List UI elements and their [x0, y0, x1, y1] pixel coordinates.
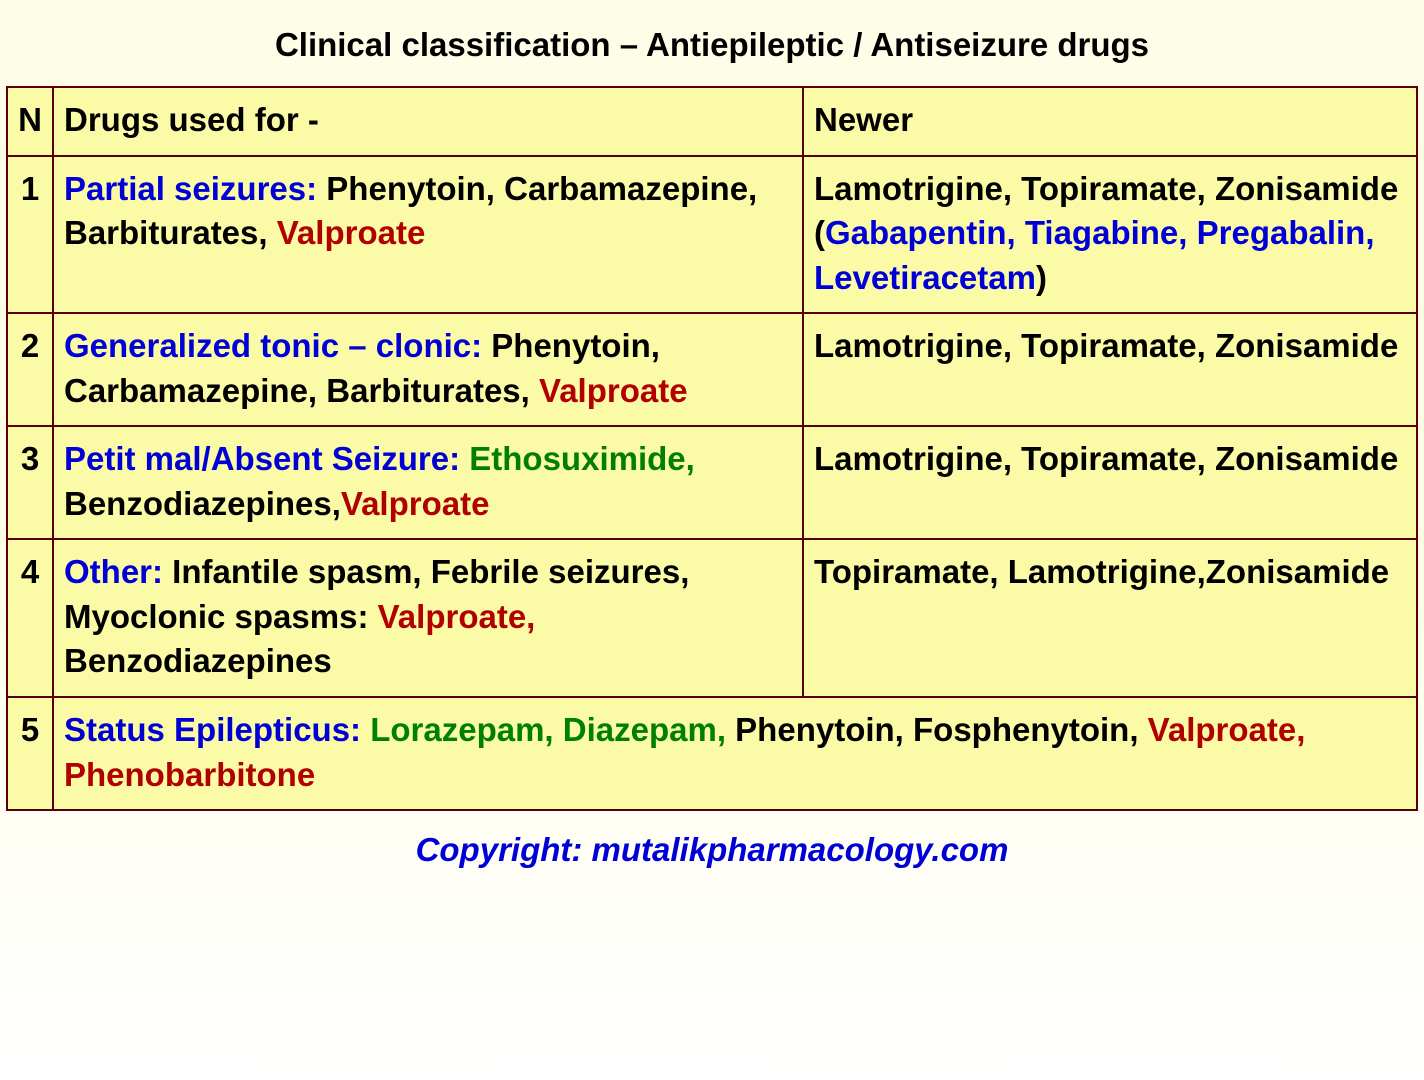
drugs-cell: Generalized tonic – clonic: Phenytoin, C… [53, 313, 803, 426]
table-row: 4Other: Infantile spasm, Febrile seizure… [7, 539, 1417, 697]
text-segment: Petit mal/Absent Seizure: [64, 440, 469, 477]
row-number: 1 [7, 156, 53, 314]
text-segment: Benzodiazepines [64, 642, 332, 679]
classification-page: Clinical classification – Antiepileptic … [0, 0, 1424, 869]
table-row: 1Partial seizures: Phenytoin, Carbamazep… [7, 156, 1417, 314]
drugs-cell: Status Epilepticus: Lorazepam, Diazepam,… [53, 697, 1417, 810]
row-number: 5 [7, 697, 53, 810]
drugs-cell: Partial seizures: Phenytoin, Carbamazepi… [53, 156, 803, 314]
table-row: 5Status Epilepticus: Lorazepam, Diazepam… [7, 697, 1417, 810]
copyright-footer: Copyright: mutalikpharmacology.com [6, 811, 1418, 869]
row-number: 4 [7, 539, 53, 697]
text-segment: Topiramate, Lamotrigine,Zonisamide [814, 553, 1389, 590]
text-segment: Valproate [539, 372, 688, 409]
row-number: 3 [7, 426, 53, 539]
text-segment: Lorazepam, Diazepam, [370, 711, 735, 748]
text-segment: Lamotrigine, Topiramate, Zonisamide [814, 327, 1398, 364]
header-row: N Drugs used for - Newer [7, 87, 1417, 156]
text-segment: Phenytoin, Fosphenytoin, [735, 711, 1148, 748]
newer-cell: Topiramate, Lamotrigine,Zonisamide [803, 539, 1417, 697]
text-segment: Benzodiazepines, [64, 485, 341, 522]
table-row: 3Petit mal/Absent Seizure: Ethosuximide,… [7, 426, 1417, 539]
table-row: 2Generalized tonic – clonic: Phenytoin, … [7, 313, 1417, 426]
drugs-cell: Other: Infantile spasm, Febrile seizures… [53, 539, 803, 697]
classification-table: N Drugs used for - Newer 1Partial seizur… [6, 86, 1418, 811]
text-segment: Gabapentin, Tiagabine, Pregabalin, Levet… [814, 214, 1375, 296]
text-segment: Valproate, [378, 598, 536, 635]
text-segment: Other: [64, 553, 172, 590]
text-segment: ) [1036, 259, 1047, 296]
newer-cell: Lamotrigine, Topiramate, Zonisamide [803, 426, 1417, 539]
text-segment: Ethosuximide, [469, 440, 695, 477]
row-number: 2 [7, 313, 53, 426]
text-segment: Lamotrigine, Topiramate, Zonisamide [814, 440, 1398, 477]
newer-cell: Lamotrigine, Topiramate, Zonisamide (Gab… [803, 156, 1417, 314]
page-title: Clinical classification – Antiepileptic … [6, 8, 1418, 86]
text-segment: Valproate [341, 485, 490, 522]
text-segment: Valproate [277, 214, 426, 251]
header-drugs: Drugs used for - [53, 87, 803, 156]
text-segment: Generalized tonic – clonic: [64, 327, 491, 364]
newer-cell: Lamotrigine, Topiramate, Zonisamide [803, 313, 1417, 426]
text-segment: Status Epilepticus: [64, 711, 370, 748]
header-newer: Newer [803, 87, 1417, 156]
text-segment: Partial seizures: [64, 170, 326, 207]
drugs-cell: Petit mal/Absent Seizure: Ethosuximide, … [53, 426, 803, 539]
header-n: N [7, 87, 53, 156]
